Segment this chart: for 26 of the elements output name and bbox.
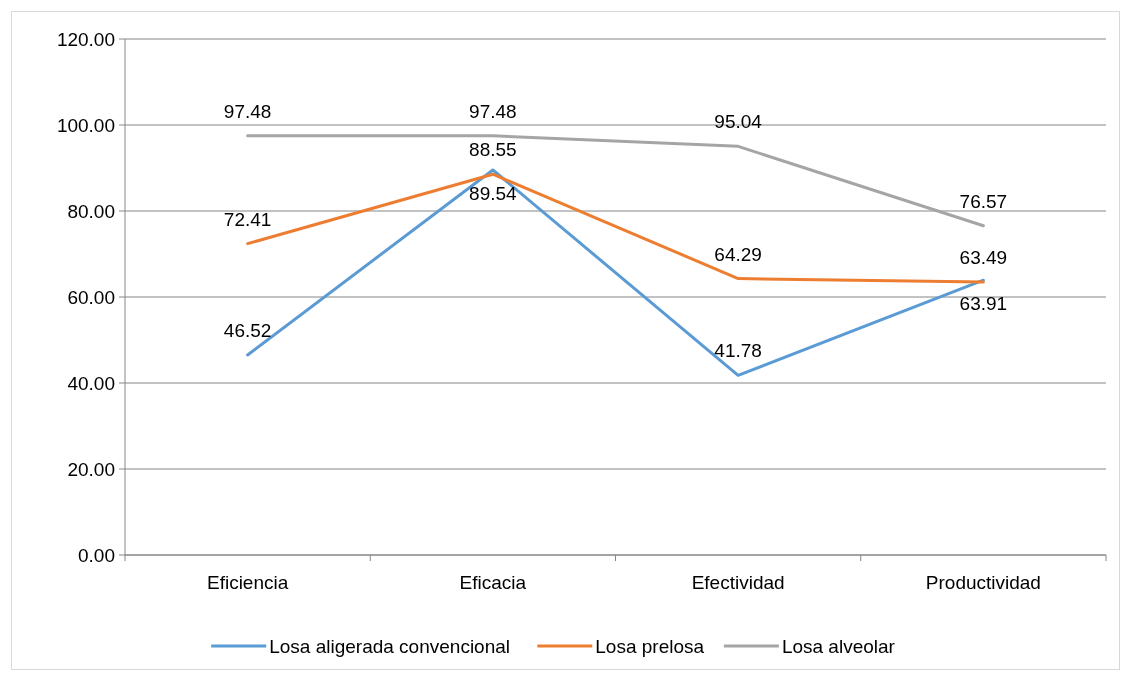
y-tick-label: 40.00 [67, 372, 115, 394]
text: 88.55 [469, 139, 517, 161]
text: 72.41 [223, 208, 272, 230]
y-tick-label: 60.00 [67, 286, 115, 308]
y-tick-label: 80.00 [67, 200, 115, 222]
y-tick-label: 120.00 [56, 28, 115, 50]
text: 41.78 [714, 340, 762, 362]
legend-label: Losa prelosa [595, 635, 705, 657]
text: 89.54 [469, 182, 517, 204]
legend-label: Losa alveolar [781, 635, 896, 657]
text: 46.52 [223, 319, 272, 341]
x-tick-label: Eficacia [459, 572, 527, 593]
y-tick-label: 100.00 [56, 114, 115, 136]
y-tick-label: 20.00 [67, 458, 115, 480]
text: 64.29 [714, 243, 762, 265]
text: 76.57 [959, 190, 1008, 212]
x-tick-label: Eficiencia [206, 572, 289, 593]
y-tick-label: 0.00 [78, 544, 115, 566]
text: 95.04 [714, 111, 762, 133]
text: 63.91 [959, 293, 1008, 315]
text: 97.48 [469, 100, 517, 122]
x-tick-label: Efectividad [691, 572, 785, 593]
x-tick-label: Productividad [925, 572, 1041, 593]
legend-label: Losa aligerada convencional [269, 635, 511, 657]
text: 97.48 [223, 100, 272, 122]
text: 63.49 [959, 246, 1008, 268]
